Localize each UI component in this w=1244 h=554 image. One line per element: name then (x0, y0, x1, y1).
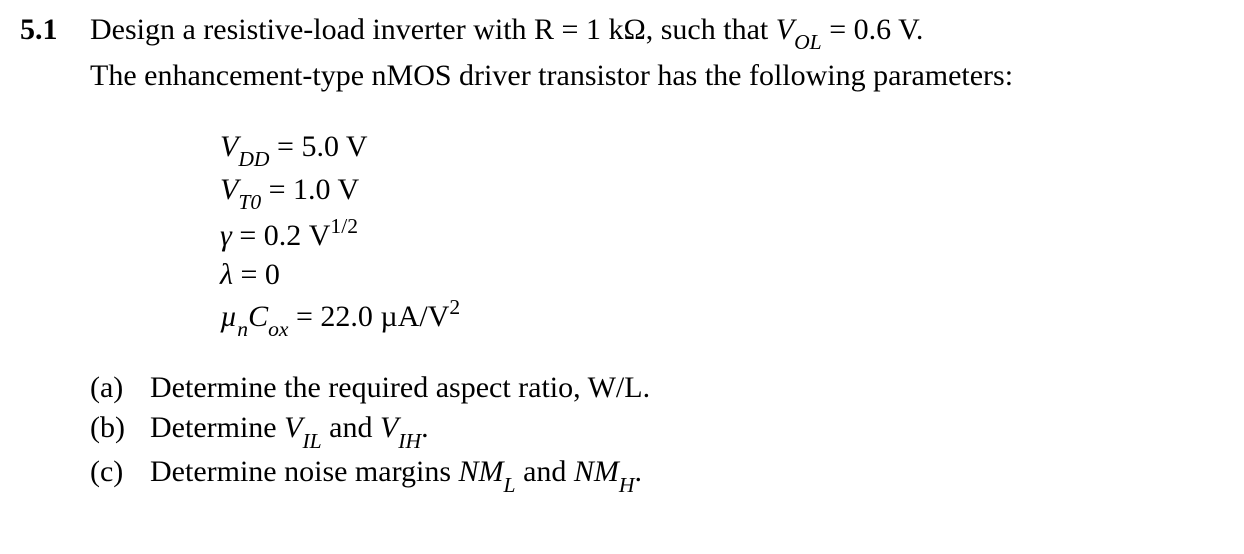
part-a-label: (a) (90, 368, 150, 409)
part-a-text: Determine the required aspect ratio, W/L… (150, 368, 650, 409)
part-c-t1: Determine noise margins (150, 455, 459, 488)
part-b-t1: Determine (150, 411, 284, 444)
param-lambda-sym: λ (220, 258, 233, 291)
param-vt0-sub: T0 (238, 190, 261, 214)
stem-line-1: Design a resistive-load inverter with R … (90, 10, 1013, 54)
subparts: (a) Determine the required aspect ratio,… (90, 368, 1204, 497)
problem-statement: 5.1 Design a resistive-load inverter wit… (20, 10, 1204, 99)
param-muncox-sup: 2 (449, 295, 460, 319)
part-c-v1: NM (459, 455, 504, 488)
param-lambda-eq: = 0 (233, 258, 280, 291)
param-gamma-sym: γ (220, 219, 232, 252)
param-muncox-eq: = 22.0 µA/V (289, 300, 450, 333)
part-b-text: Determine VIL and VIH. (150, 408, 429, 452)
param-vt0-eq: = 1.0 V (261, 173, 359, 206)
param-c-sub: ox (268, 317, 288, 341)
param-gamma: γ = 0.2 V1/2 (220, 213, 1204, 255)
problem-page: 5.1 Design a resistive-load inverter wit… (0, 0, 1244, 554)
part-b: (b) Determine VIL and VIH. (90, 408, 1204, 452)
param-vdd-eq: = 5.0 V (270, 130, 368, 163)
param-muncox: µnCox = 22.0 µA/V2 (220, 294, 1204, 340)
param-vt0-sym: V (220, 173, 238, 206)
part-c: (c) Determine noise margins NML and NMH. (90, 452, 1204, 496)
part-c-s1: L (504, 473, 516, 497)
stem-line-2: The enhancement-type nMOS driver transis… (90, 56, 1013, 97)
param-gamma-eq: = 0.2 V (232, 219, 331, 252)
part-c-t2: and (516, 455, 574, 488)
problem-number: 5.1 (20, 10, 90, 51)
part-b-s1: IL (302, 429, 321, 453)
part-c-v2: NM (574, 455, 619, 488)
parameter-block: VDD = 5.0 V VT0 = 1.0 V γ = 0.2 V1/2 λ =… (220, 127, 1204, 340)
param-c-sym: C (248, 300, 268, 333)
param-lambda: λ = 0 (220, 255, 1204, 294)
part-b-s2: IH (398, 429, 421, 453)
part-b-v2: V (380, 411, 398, 444)
param-mu-sub: n (237, 317, 248, 341)
param-vdd: VDD = 5.0 V (220, 127, 1204, 170)
part-b-label: (b) (90, 408, 150, 452)
param-vdd-sub: DD (238, 147, 269, 171)
problem-stem: Design a resistive-load inverter with R … (90, 10, 1013, 99)
part-b-t3: . (421, 411, 429, 444)
part-c-text: Determine noise margins NML and NMH. (150, 452, 642, 496)
param-vdd-sym: V (220, 130, 238, 163)
stem-line-1a: Design a resistive-load inverter with R … (90, 13, 776, 46)
stem-var-sub: OL (794, 30, 822, 54)
part-c-s2: H (619, 473, 635, 497)
param-mu-sym: µ (220, 300, 237, 333)
param-vt0: VT0 = 1.0 V (220, 170, 1204, 213)
part-a: (a) Determine the required aspect ratio,… (90, 368, 1204, 409)
stem-var: V (776, 13, 794, 46)
stem-line-1b: = 0.6 V. (822, 13, 924, 46)
part-c-label: (c) (90, 452, 150, 496)
part-c-t3: . (635, 455, 643, 488)
part-b-v1: V (284, 411, 302, 444)
param-gamma-sup: 1/2 (330, 214, 358, 238)
part-b-t2: and (322, 411, 380, 444)
